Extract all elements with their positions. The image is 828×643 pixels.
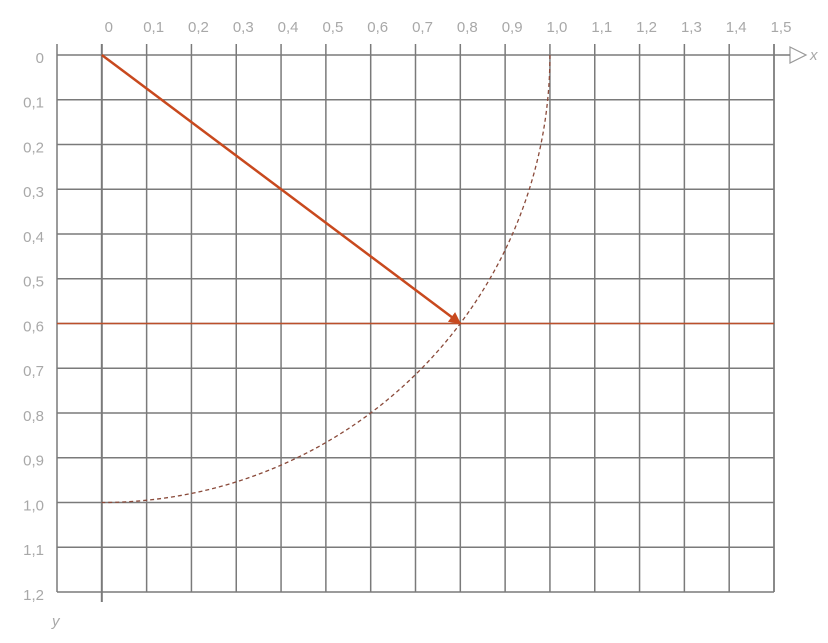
x-tick-label: 1,5: [771, 19, 792, 36]
y-tick-label: 0,9: [23, 453, 44, 470]
x-tick-label: 1,1: [591, 19, 612, 36]
y-tick-label: 0,1: [23, 95, 44, 112]
y-tick-label: 0,8: [23, 408, 44, 425]
y-axis-label: y: [51, 613, 61, 630]
y-tick-label: 0,4: [23, 229, 44, 246]
x-tick-label: 0,8: [457, 19, 478, 36]
y-tick-label: 0,2: [23, 139, 44, 156]
x-tick-label: 0,2: [188, 19, 209, 36]
y-tick-label: 1,0: [23, 497, 44, 514]
x-tick-label: 0: [105, 19, 113, 36]
y-tick-label: 0,5: [23, 274, 44, 291]
x-tick-label: 1,4: [726, 19, 747, 36]
x-tick-label: 0,4: [278, 19, 299, 36]
x-tick-label: 0,3: [233, 19, 254, 36]
vector-arrow: [101, 53, 462, 325]
x-axis-arrow: [789, 46, 808, 64]
circle-arc: [101, 54, 551, 504]
y-tick-label: 0,3: [23, 184, 44, 201]
y-tick-label: 0,6: [23, 318, 44, 335]
x-tick-label: 1,2: [636, 19, 657, 36]
y-tick-label: 0: [36, 50, 44, 67]
x-tick-label: 0,1: [143, 19, 164, 36]
x-tick-label: 1,3: [681, 19, 702, 36]
y-tick-label: 1,1: [23, 542, 44, 559]
y-tick-label: 1,2: [23, 587, 44, 604]
x-tick-label: 0,5: [322, 19, 343, 36]
x-tick-label: 0,7: [412, 19, 433, 36]
x-axis-label: x: [809, 47, 818, 64]
x-tick-label: 0,6: [367, 19, 388, 36]
x-tick-label: 1,0: [547, 19, 568, 36]
x-tick-label: 0,9: [502, 19, 523, 36]
y-tick-label: 0,7: [23, 363, 44, 380]
